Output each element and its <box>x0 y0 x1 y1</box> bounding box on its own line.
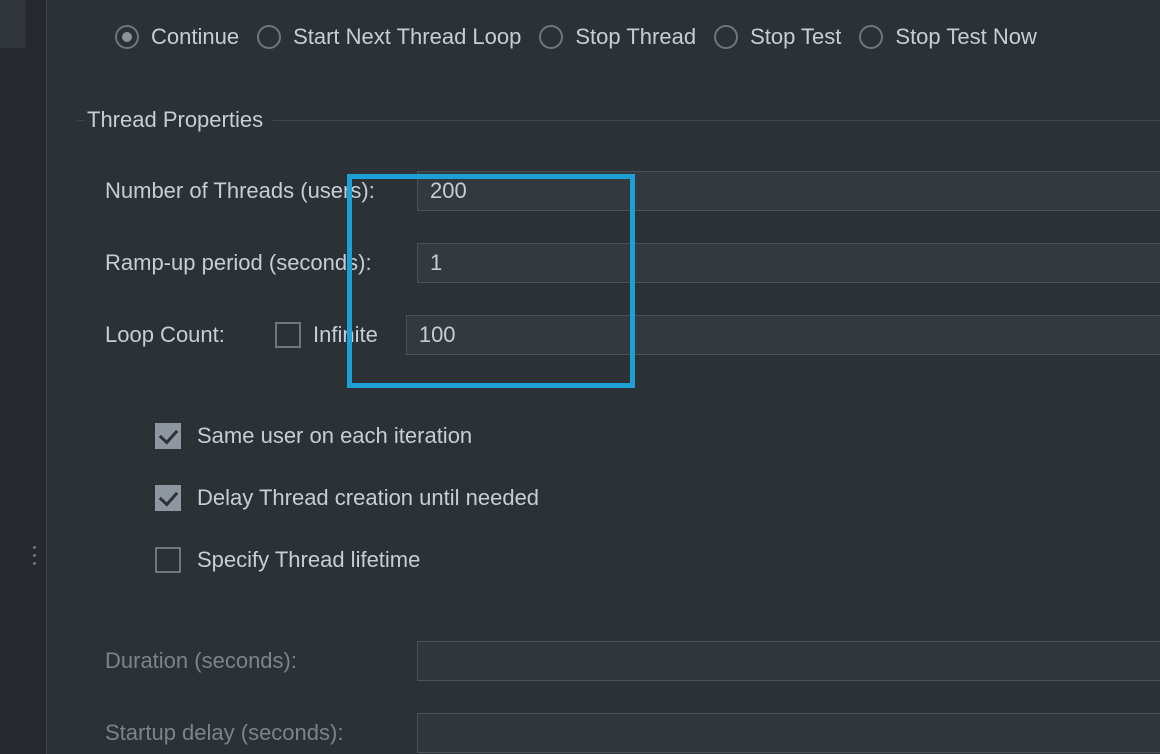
radio-icon <box>859 25 883 49</box>
input-duration <box>417 641 1160 681</box>
thread-group-panel: Continue Start Next Thread Loop Stop Thr… <box>46 0 1160 754</box>
input-loop-count[interactable] <box>406 315 1160 355</box>
radio-stop-test[interactable]: Stop Test <box>714 24 841 50</box>
radio-label: Continue <box>151 24 239 50</box>
row-ramp-up: Ramp-up period (seconds): <box>105 243 1160 283</box>
label-delay-creation: Delay Thread creation until needed <box>197 485 539 511</box>
label-duration: Duration (seconds): <box>105 648 405 674</box>
row-same-user: Same user on each iteration <box>105 421 1160 451</box>
input-ramp-up[interactable] <box>417 243 1160 283</box>
app-root: Continue Start Next Thread Loop Stop Thr… <box>0 0 1160 754</box>
radio-icon <box>714 25 738 49</box>
left-gutter <box>0 0 26 754</box>
row-startup-delay: Startup delay (seconds): <box>105 713 1160 753</box>
on-error-action-row: Continue Start Next Thread Loop Stop Thr… <box>115 24 1160 50</box>
label-num-threads: Number of Threads (users): <box>105 178 405 204</box>
radio-stop-test-now[interactable]: Stop Test Now <box>859 24 1036 50</box>
checkbox-infinite[interactable] <box>275 322 301 348</box>
checkbox-delay-creation[interactable] <box>155 485 181 511</box>
fieldset-legend: Thread Properties <box>85 107 273 133</box>
radio-icon <box>539 25 563 49</box>
label-loop-count: Loop Count: <box>105 322 263 348</box>
checkbox-same-user[interactable] <box>155 423 181 449</box>
thread-properties-fieldset: Thread Properties Number of Threads (use… <box>77 120 1160 753</box>
gutter-nub <box>0 0 26 48</box>
row-loop-count: Loop Count: Infinite <box>105 315 1160 355</box>
radio-continue[interactable]: Continue <box>115 24 239 50</box>
checkbox-specify-lifetime[interactable] <box>155 547 181 573</box>
radio-icon <box>257 25 281 49</box>
radio-label: Stop Thread <box>575 24 696 50</box>
radio-start-next-loop[interactable]: Start Next Thread Loop <box>257 24 521 50</box>
radio-label: Start Next Thread Loop <box>293 24 521 50</box>
label-infinite: Infinite <box>313 322 378 348</box>
label-ramp-up: Ramp-up period (seconds): <box>105 250 405 276</box>
drag-handle-icon[interactable] <box>33 546 36 565</box>
input-num-threads[interactable] <box>417 171 1160 211</box>
radio-label: Stop Test Now <box>895 24 1036 50</box>
row-num-threads: Number of Threads (users): <box>105 171 1160 211</box>
fieldset-rows: Number of Threads (users): Ramp-up perio… <box>77 171 1160 753</box>
input-startup-delay <box>417 713 1160 753</box>
label-startup-delay: Startup delay (seconds): <box>105 720 405 746</box>
row-duration: Duration (seconds): <box>105 641 1160 681</box>
row-delay-creation: Delay Thread creation until needed <box>105 483 1160 513</box>
radio-label: Stop Test <box>750 24 841 50</box>
label-specify-lifetime: Specify Thread lifetime <box>197 547 420 573</box>
row-specify-lifetime: Specify Thread lifetime <box>105 545 1160 575</box>
radio-stop-thread[interactable]: Stop Thread <box>539 24 696 50</box>
label-same-user: Same user on each iteration <box>197 423 472 449</box>
radio-icon <box>115 25 139 49</box>
